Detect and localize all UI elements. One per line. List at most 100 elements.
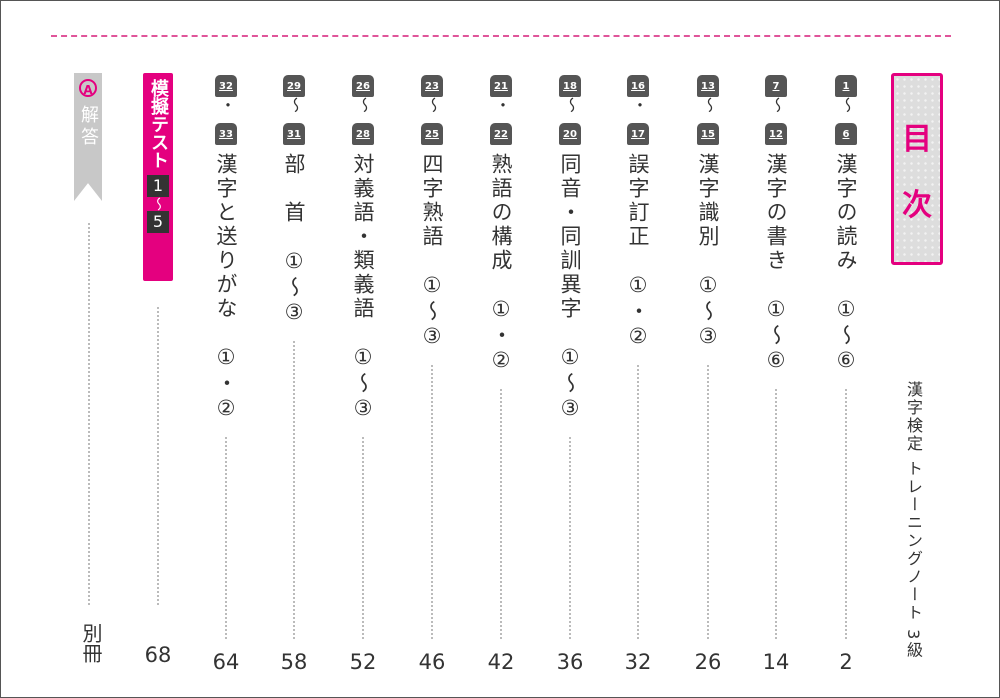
entry-title: 部 首 ①～③: [279, 153, 309, 327]
header-char: 次: [902, 188, 932, 223]
lesson-badge: 16: [627, 75, 649, 97]
toc-entry[interactable]: 29 ～ 31 部 首 ①～③ 58: [274, 75, 314, 675]
lesson-badge: 7: [765, 75, 787, 97]
entry-title-text: 誤字訂正: [626, 153, 650, 249]
mock-test-title: 模擬テスト: [148, 79, 169, 169]
entry-range: ①～⑥: [834, 297, 858, 375]
range-separator: ～: [699, 97, 718, 113]
toc-entry[interactable]: 32 ・ 33 漢字と送りがな ①・② 64: [206, 75, 246, 675]
toc-entry[interactable]: 16 ・ 17 誤字訂正 ①・② 32: [618, 75, 658, 675]
toc-entry[interactable]: 1 ～ 6 漢字の読み ①～⑥ 2: [826, 75, 866, 675]
entry-range: ①～③: [282, 249, 306, 327]
page-number: 46: [418, 650, 446, 674]
range-separator: ・: [217, 97, 236, 113]
answers-label[interactable]: A 解答: [74, 73, 102, 201]
range-separator: ～: [354, 97, 373, 113]
dotted-leader: [157, 307, 159, 605]
page-number: 別冊: [79, 623, 103, 663]
entry-title-text: 漢字の読み: [834, 153, 858, 273]
dotted-leader: [500, 389, 502, 639]
entry-title-text: 同音・同訓異字: [558, 153, 582, 321]
entry-title-text: 漢字識別: [696, 153, 720, 249]
entry-title-text: 漢字の書き: [764, 153, 788, 273]
page-number: 64: [212, 650, 240, 674]
range-separator: ・: [492, 97, 511, 113]
page-number: 2: [839, 650, 853, 674]
entry-title: 対義語・類義語 ①～③: [348, 153, 378, 423]
dotted-leader: [569, 437, 571, 639]
lesson-badge: 29: [283, 75, 305, 97]
toc-header: 目 次: [891, 73, 943, 265]
page-number: 52: [349, 650, 377, 674]
lesson-badge: 22: [490, 123, 512, 145]
toc-entry[interactable]: 13 ～ 15 漢字識別 ①～③ 26: [688, 75, 728, 675]
book-subtitle: 漢字検定 トレーニングノート 3級: [904, 381, 923, 660]
page-number: 42: [487, 650, 515, 674]
lesson-badge: 15: [697, 123, 719, 145]
entry-title-text: 熟語の構成: [489, 153, 513, 273]
range-separator: ～: [837, 97, 856, 113]
entry-title-text: 漢字と送りがな: [214, 153, 238, 321]
toc-entry[interactable]: 23 ～ 25 四字熟語 ①～③ 46: [412, 75, 452, 675]
dashed-divider: [51, 35, 951, 37]
page-number: 14: [762, 650, 790, 674]
lesson-badge: 23: [421, 75, 443, 97]
page-number: 32: [624, 650, 652, 674]
page-number: 36: [556, 650, 584, 674]
entry-range: ①～③: [420, 273, 444, 351]
range-separator: ・: [629, 97, 648, 113]
lesson-badge: 26: [352, 75, 374, 97]
entry-range: ①・②: [626, 273, 650, 351]
lesson-badge: 33: [215, 123, 237, 145]
entry-title-text: 四字熟語: [420, 153, 444, 249]
entry-range: ①～③: [696, 273, 720, 351]
toc-entry[interactable]: 26 ～ 28 対義語・類義語 ①～③ 52: [343, 75, 383, 675]
range-separator: ～: [767, 97, 786, 113]
range-separator: ～: [285, 97, 304, 113]
entry-range: ①～⑥: [764, 297, 788, 375]
entry-title-text: 部 首: [282, 153, 306, 225]
lesson-badge: 31: [283, 123, 305, 145]
lesson-badge: 17: [627, 123, 649, 145]
lesson-badge: 32: [215, 75, 237, 97]
dotted-leader: [431, 365, 433, 639]
lesson-badge: 6: [835, 123, 857, 145]
mock-from-badge: 1: [147, 175, 169, 197]
toc-entry[interactable]: 21 ・ 22 熟語の構成 ①・② 42: [481, 75, 521, 675]
page-number: 58: [280, 650, 308, 674]
entry-title-text: 対義語・類義語: [351, 153, 375, 321]
header-char: 目: [902, 122, 932, 157]
range-separator: ～: [423, 97, 442, 113]
dotted-leader: [845, 389, 847, 639]
entry-range: ①・②: [214, 345, 238, 423]
dotted-leader: [293, 341, 295, 639]
range-separator: ～: [150, 197, 166, 211]
lightbulb-a-icon: A: [79, 79, 97, 97]
dotted-leader: [775, 389, 777, 639]
entry-title: 四字熟語 ①～③: [417, 153, 447, 351]
answers-title: 解答: [78, 105, 99, 149]
lesson-badge: 1: [835, 75, 857, 97]
lesson-badge: 13: [697, 75, 719, 97]
entry-title: 熟語の構成 ①・②: [486, 153, 516, 375]
lesson-badge: 28: [352, 123, 374, 145]
entry-range: ①～③: [558, 345, 582, 423]
dotted-leader: [362, 437, 364, 639]
entry-title: 同音・同訓異字 ①～③: [555, 153, 585, 423]
dotted-leader: [225, 437, 227, 639]
toc-entry[interactable]: 18 ～ 20 同音・同訓異字 ①～③ 36: [550, 75, 590, 675]
page-number: 26: [694, 650, 722, 674]
entry-title: 漢字の書き ①～⑥: [761, 153, 791, 375]
entry-range: ①～③: [351, 345, 375, 423]
mock-to-badge: 5: [147, 211, 169, 233]
entry-range: ①・②: [489, 297, 513, 375]
lesson-badge: 25: [421, 123, 443, 145]
entry-title: 誤字訂正 ①・②: [623, 153, 653, 351]
mock-test-label[interactable]: 模擬テスト 1 ～ 5: [143, 73, 173, 281]
range-separator: ～: [561, 97, 580, 113]
toc-entry[interactable]: 7 ～ 12 漢字の書き ①～⑥ 14: [756, 75, 796, 675]
lesson-badge: 12: [765, 123, 787, 145]
dotted-leader: [88, 223, 90, 605]
lesson-badge: 18: [559, 75, 581, 97]
